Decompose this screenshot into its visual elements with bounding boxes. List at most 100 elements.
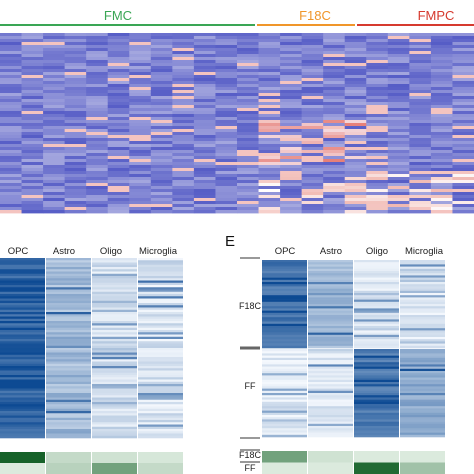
top-heat-cell [280, 54, 303, 58]
top-heat-cell [366, 192, 389, 196]
top-heat-cell [430, 99, 453, 103]
top-heat-cell [452, 171, 474, 175]
left-cell [92, 258, 137, 261]
left-cell [92, 368, 137, 371]
e-cell [354, 434, 399, 438]
top-heat-cell [387, 84, 410, 88]
top-heat-cell [64, 183, 87, 187]
top-heat-cell [258, 132, 281, 136]
top-heat-cell [409, 144, 432, 148]
left-cell [0, 433, 45, 437]
left-cell [138, 325, 183, 329]
top-heat-cell [107, 42, 130, 46]
e-green-cell [354, 462, 399, 474]
top-heat-cell [280, 81, 303, 85]
top-heat-cell [43, 54, 66, 58]
top-heat-cell [323, 102, 346, 106]
top-heat-cell [452, 57, 474, 61]
top-heat-cell [43, 135, 66, 139]
top-heat-cell [64, 60, 87, 64]
top-heat-cell [215, 90, 238, 94]
top-heat-cell [387, 174, 410, 178]
top-heat-cell [301, 192, 324, 196]
top-heat-cell [193, 180, 216, 184]
top-heat-cell [43, 186, 66, 190]
top-heat-cell [86, 90, 109, 94]
top-heat-cell [129, 114, 152, 118]
top-heat-cell [193, 144, 216, 148]
left-cell [46, 357, 91, 360]
top-heat-cell [107, 126, 130, 130]
top-heat-cell [64, 81, 87, 85]
left-cell [138, 393, 183, 396]
top-heat-cell [172, 174, 195, 178]
top-heat-cell [301, 183, 324, 187]
top-heat-cell [107, 168, 130, 172]
top-heat-cell [86, 78, 109, 82]
top-heat-cell [193, 48, 216, 52]
top-heat-cell [64, 156, 87, 160]
top-heat-cell [280, 72, 303, 76]
left-green-cell [46, 452, 91, 464]
top-heat-cell [193, 153, 216, 157]
e-cell [308, 301, 353, 305]
left-cell [46, 379, 91, 383]
top-heat-cell [64, 207, 87, 211]
top-heat-cell [129, 90, 152, 94]
top-heat-cell [107, 171, 130, 175]
e-cell [400, 345, 445, 349]
e-cell [354, 295, 399, 298]
left-cell [46, 408, 91, 412]
e-cell [354, 412, 399, 416]
top-heat-cell [129, 126, 152, 130]
top-heat-cell [430, 93, 453, 97]
top-heat-cell [86, 189, 109, 193]
top-heat-cell [43, 96, 66, 100]
left-cell [46, 406, 91, 410]
top-heat-cell [430, 156, 453, 160]
top-heat-cell [344, 153, 367, 157]
top-heat-cell [301, 96, 324, 100]
left-cell [138, 285, 183, 288]
top-heat-cell [0, 180, 22, 184]
top-heat-cell [64, 108, 87, 112]
top-heat-cell [409, 135, 432, 139]
top-heat-cell [366, 129, 389, 133]
top-heat-cell [387, 42, 410, 46]
left-cell [46, 435, 91, 439]
top-heat-cell [387, 45, 410, 49]
top-heat-cell [107, 102, 130, 106]
e-cell [308, 371, 353, 374]
e-cell [308, 271, 353, 274]
top-heat-cell [150, 180, 173, 184]
top-heat-cell [21, 189, 44, 193]
top-heat-cell [64, 126, 87, 130]
left-cell [46, 269, 91, 272]
top-heat-cell [258, 108, 281, 112]
e-cell [400, 357, 445, 361]
top-heat-cell [43, 99, 66, 103]
top-heat-cell [193, 123, 216, 127]
top-heat-cell [129, 168, 152, 172]
top-heat-cell [172, 102, 195, 106]
top-heat-cell [0, 120, 22, 124]
e-cell [262, 284, 307, 287]
top-heat-cell [43, 159, 66, 163]
top-heat-cell [387, 210, 410, 214]
left-cell [138, 260, 183, 263]
top-heat-cell [237, 177, 259, 181]
top-heat-cell [452, 174, 474, 178]
top-heat-cell [64, 36, 87, 40]
e-cell [400, 362, 445, 365]
e-cell [308, 432, 353, 436]
e-cell [354, 423, 399, 427]
panel-label-e: E [225, 233, 235, 250]
left-cell [92, 334, 137, 338]
top-heat-cell [150, 102, 173, 106]
e-cell [308, 317, 353, 320]
top-heat-cell [430, 189, 453, 193]
e-cell [262, 334, 307, 338]
top-heat-cell [323, 126, 346, 130]
top-heat-cell [366, 174, 389, 178]
left-cell [0, 370, 45, 374]
